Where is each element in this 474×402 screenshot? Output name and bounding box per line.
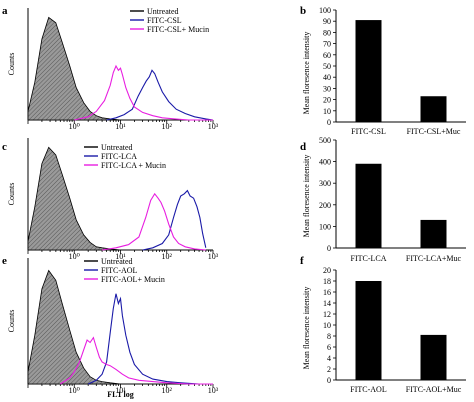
bar-y-tick-label-b: 10	[323, 107, 331, 116]
bar-y-tick-label-d: 500	[319, 136, 331, 145]
bar-y-tick-label-d: 300	[319, 179, 331, 188]
series-untreated-e	[27, 269, 121, 385]
x-axis-label-e: FL1 log	[107, 390, 133, 399]
bar-y-tick-label-f: 10	[323, 321, 331, 330]
bar-d-0	[355, 163, 382, 248]
bar-category-label-f: FITC-AOL	[350, 385, 387, 394]
series-fitc-c	[142, 189, 207, 251]
bar-category-label-d: FITC-LCA	[351, 254, 387, 263]
x-tick-label-e: 10⁰	[69, 386, 80, 395]
panel-letter-f: f	[300, 255, 304, 267]
legend-label-e: Untreated	[101, 257, 133, 266]
series-fitc-e	[87, 293, 213, 385]
bar-y-tick-label-d: 200	[319, 201, 331, 210]
bar-y-tick-label-d: 0	[327, 244, 331, 253]
legend-label-c: FITC-LCA	[101, 152, 137, 161]
legend-label-c: Untreated	[101, 143, 133, 152]
bar-y-tick-label-b: 0	[327, 118, 331, 127]
x-tick-label-a: 10³	[208, 122, 219, 131]
bar-y-tick-label-b: 40	[323, 73, 331, 82]
bar-category-label-b: FITC-CSL+Muc	[407, 127, 461, 136]
bar-y-tick-label-b: 90	[323, 17, 331, 26]
y-axis-label-a: Counts	[7, 53, 16, 76]
bar-y-tick-label-d: 400	[319, 158, 331, 167]
bar-category-label-f: FITC-AOL+Muc	[406, 385, 462, 394]
bar-y-axis-label-b: Mean floresence intensity	[302, 32, 311, 115]
bar-y-tick-label-f: 16	[323, 288, 331, 297]
x-tick-label-a: 10¹	[115, 122, 126, 131]
y-axis-label-e: Counts	[7, 310, 16, 333]
bar-y-tick-label-f: 2	[327, 365, 331, 374]
bar-y-tick-label-f: 20	[323, 266, 331, 275]
y-axis-label-c: Counts	[7, 183, 16, 206]
bar-y-tick-label-f: 14	[323, 299, 331, 308]
bar-b-1	[420, 96, 447, 122]
legend-label-a: Untreated	[147, 7, 179, 16]
series-mucin-a	[74, 64, 213, 121]
panel-letter-b: b	[300, 5, 306, 17]
legend-label-a: FITC-CSL	[147, 16, 182, 25]
bar-y-tick-label-d: 100	[319, 222, 331, 231]
legend-label-e: FITC-AOL	[101, 266, 138, 275]
legend-label-c: FITC-LCA + Mucin	[101, 161, 166, 170]
panel-letter-c: c	[2, 141, 7, 153]
bar-y-tick-label-f: 12	[323, 310, 331, 319]
bar-y-tick-label-f: 18	[323, 277, 331, 286]
legend-label-a: FITC-CSL+ Mucin	[147, 25, 209, 34]
x-tick-label-e: 10²	[162, 386, 173, 395]
bar-y-axis-label-f: Mean floresence intensity	[302, 287, 311, 370]
series-untreated-a	[27, 16, 121, 121]
bar-y-tick-label-f: 4	[327, 354, 331, 363]
series-untreated-c	[27, 146, 121, 251]
bar-f-1	[420, 334, 447, 380]
bar-y-tick-label-b: 80	[323, 28, 331, 37]
bar-category-label-d: FITC-LCA+Muc	[406, 254, 462, 263]
bar-y-tick-label-f: 8	[327, 332, 331, 341]
series-mucin-e	[60, 336, 213, 385]
x-tick-label-e: 10¹	[115, 386, 126, 395]
x-tick-label-e: 10³	[208, 386, 219, 395]
x-tick-label-a: 10²	[162, 122, 173, 131]
bar-y-tick-label-b: 50	[323, 62, 331, 71]
panel-letter-a: a	[2, 5, 8, 17]
bar-y-tick-label-b: 20	[323, 96, 331, 105]
bar-y-tick-label-f: 6	[327, 343, 331, 352]
bar-y-tick-label-b: 100	[319, 6, 331, 15]
x-tick-label-a: 10⁰	[69, 122, 80, 131]
bar-y-tick-label-b: 60	[323, 51, 331, 60]
panel-letter-d: d	[300, 141, 306, 153]
bar-f-0	[355, 281, 382, 380]
series-mucin-c	[102, 192, 206, 251]
x-tick-label-c: 10²	[162, 252, 173, 261]
bar-y-tick-label-b: 30	[323, 84, 331, 93]
legend-label-e: FITC-AOL+ Mucin	[101, 275, 165, 284]
series-fitc-a	[106, 69, 214, 121]
x-tick-label-c: 10⁰	[69, 252, 80, 261]
bar-y-tick-label-f: 0	[327, 376, 331, 385]
bar-d-1	[420, 219, 447, 248]
x-tick-label-c: 10¹	[115, 252, 126, 261]
bar-category-label-b: FITC-CSL	[351, 127, 386, 136]
bar-b-0	[355, 20, 382, 122]
bar-y-tick-label-b: 70	[323, 40, 331, 49]
panel-letter-e: e	[2, 255, 7, 267]
x-tick-label-c: 10³	[208, 252, 219, 261]
bar-y-axis-label-d: Mean floresence intensity	[302, 155, 311, 238]
